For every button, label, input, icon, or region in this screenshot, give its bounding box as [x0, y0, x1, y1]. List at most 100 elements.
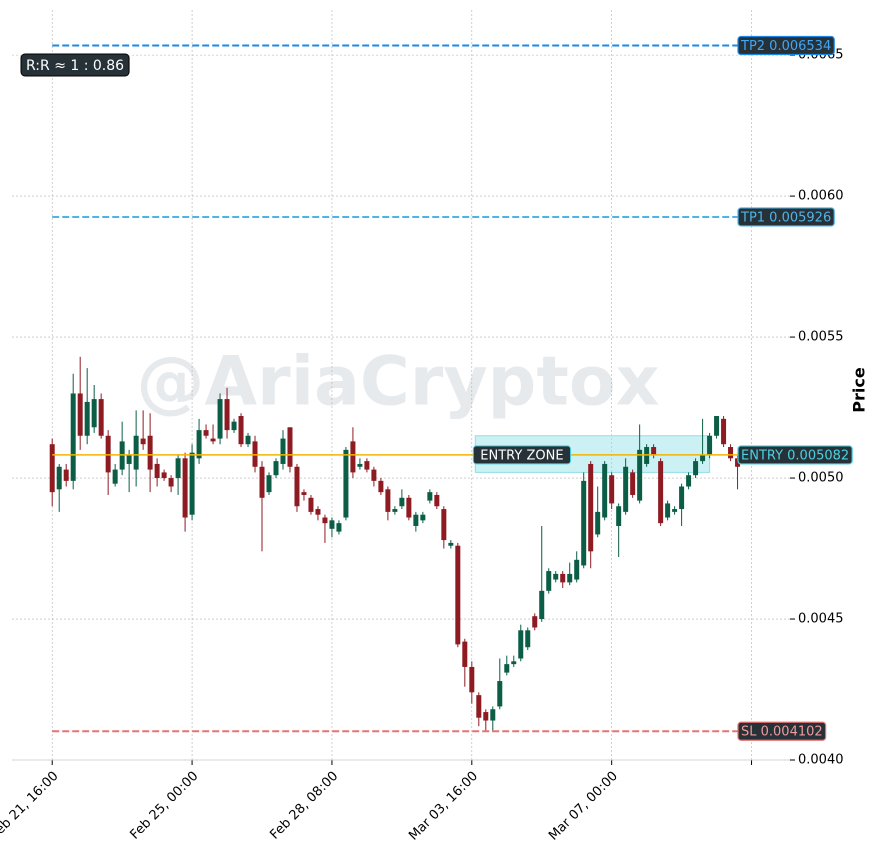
y-tick-label: 0.0045	[798, 612, 844, 627]
annotation: R:R ≈ 1 : 0.86	[26, 58, 124, 74]
candle-body	[49, 444, 55, 493]
candle-body	[245, 435, 251, 445]
candle-body	[595, 511, 601, 535]
candle-body	[399, 497, 405, 507]
x-tick-label: Mar 07, 00:00	[546, 769, 621, 844]
candle-body	[637, 449, 643, 501]
candle-body	[686, 475, 692, 487]
candle-body	[735, 458, 741, 467]
candle-body	[364, 461, 370, 470]
x-tick-label: Feb 28, 08:00	[267, 769, 341, 843]
candle-body	[385, 489, 391, 512]
candle-body	[679, 486, 685, 510]
candle-body	[721, 418, 727, 445]
candle-body	[294, 466, 300, 507]
candle-body	[98, 399, 104, 436]
candle-body	[504, 664, 510, 673]
candle-body	[672, 509, 678, 512]
candle-body	[455, 545, 461, 645]
candle-body	[581, 480, 587, 566]
candle-body	[273, 461, 279, 476]
candle-body	[623, 466, 629, 512]
candle-body	[392, 509, 398, 512]
candle-body	[161, 472, 167, 479]
candle-body	[280, 438, 286, 464]
candle-body	[343, 449, 349, 518]
candle-body	[420, 514, 426, 521]
candle-body	[140, 438, 146, 445]
candle-body	[434, 494, 440, 507]
candle-body	[588, 463, 594, 552]
candle-body	[147, 435, 153, 470]
candle-body	[406, 497, 412, 518]
candle-body	[378, 480, 384, 493]
candle-body	[693, 461, 699, 476]
x-tick-label: Feb 25, 00:00	[128, 769, 202, 843]
candle-body	[259, 466, 265, 498]
candle-body	[77, 393, 83, 436]
candle-body	[490, 709, 496, 721]
candle-body	[238, 416, 244, 445]
candle-body	[189, 452, 195, 515]
candle-body	[609, 475, 615, 504]
entry-zone-label-box	[472, 445, 572, 465]
candle-body	[469, 666, 475, 693]
candle-body	[441, 509, 447, 541]
candle-body	[413, 514, 419, 526]
candle-body	[112, 469, 118, 484]
candle-body	[483, 712, 489, 721]
candle-body	[154, 463, 160, 479]
level-label: TP1 0.005926	[740, 210, 831, 225]
entry-zone-label: ENTRY ZONE	[480, 448, 563, 463]
candle-body	[525, 630, 531, 648]
level-label: SL 0.004102	[741, 725, 823, 740]
candle-body	[182, 458, 188, 518]
annotation-box	[20, 53, 130, 77]
candle-body	[546, 571, 552, 591]
y-tick-label: 0.0040	[798, 753, 844, 768]
level-label-box	[737, 35, 835, 56]
x-tick-label: Mar 03, 16:00	[406, 769, 481, 844]
candle-body	[700, 455, 706, 462]
candle-body	[133, 435, 139, 470]
candle-body	[217, 399, 223, 439]
candle-body	[329, 520, 335, 529]
watermark: @AriaCryptox	[137, 343, 660, 422]
candle-body	[266, 475, 272, 493]
candle-body	[91, 399, 97, 428]
candle-body	[518, 630, 524, 659]
candle-body	[336, 523, 342, 532]
candle-body	[252, 441, 258, 467]
candle-body	[553, 573, 559, 580]
candle-body	[84, 401, 90, 436]
candle-body	[497, 681, 503, 707]
candle-body	[105, 435, 111, 473]
candle-body	[602, 463, 608, 518]
candle-body	[63, 469, 69, 481]
candle-body	[210, 438, 216, 442]
level-label: ENTRY 0.005082	[741, 448, 849, 463]
candle-body	[448, 542, 454, 546]
candle-body	[616, 506, 622, 526]
candle-body	[371, 469, 377, 481]
candle-body	[168, 478, 174, 487]
candle-body	[511, 661, 517, 665]
candle-body	[287, 427, 293, 467]
level-label-box	[737, 207, 835, 227]
candle-body	[630, 472, 636, 495]
candle-body	[658, 461, 664, 524]
candle-body	[427, 492, 433, 501]
candle-body	[665, 503, 671, 518]
candle-body	[574, 559, 580, 580]
y-tick-label: 0.0060	[798, 189, 844, 204]
candle-body	[728, 447, 734, 459]
candle-body	[560, 573, 566, 583]
candle-body	[714, 416, 720, 436]
candle-body	[567, 573, 573, 583]
candle-body	[476, 695, 482, 718]
x-tick-label: Feb 21, 16:00	[0, 769, 62, 843]
level-label-box	[737, 445, 853, 465]
level-label: TP2 0.006534	[740, 39, 831, 54]
candle-body	[231, 421, 237, 431]
